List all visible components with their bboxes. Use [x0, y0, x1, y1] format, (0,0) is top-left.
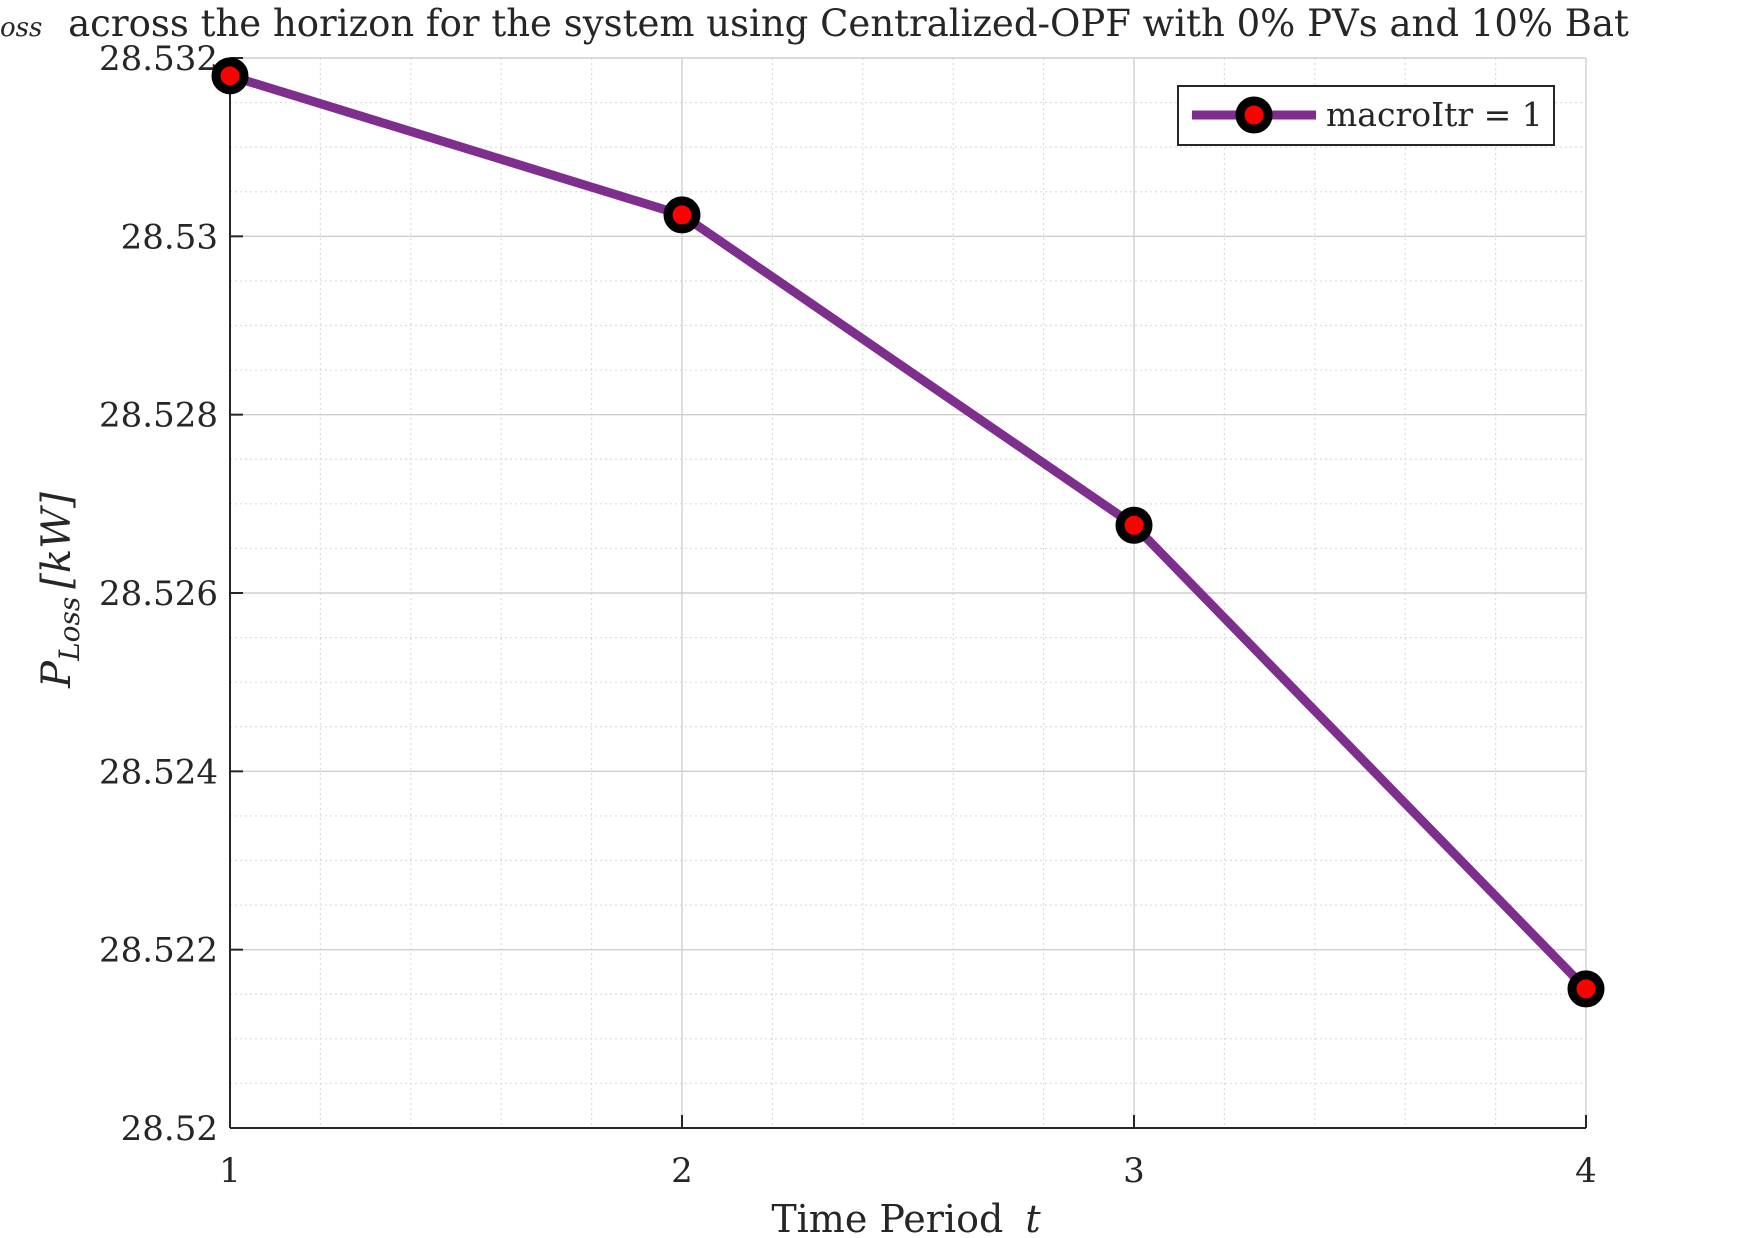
series-line	[225, 71, 1591, 994]
y-tick-label: 28.532	[99, 39, 218, 79]
title-text: across the horizon for the system using …	[68, 2, 1629, 45]
x-axis-label-variable: t	[1025, 1197, 1041, 1238]
series-layer	[211, 57, 1605, 1008]
legend-marker-sample	[1235, 96, 1273, 134]
x-axis-label: Time Period t	[771, 1197, 1041, 1238]
data-point	[1115, 506, 1153, 544]
tick-marks	[229, 57, 1587, 1129]
legend: macroItr = 1	[1177, 85, 1555, 146]
x-tick-label: 1	[219, 1151, 241, 1191]
data-point	[663, 196, 701, 234]
major-grid	[229, 57, 1587, 1129]
y-tick-label: 28.53	[121, 217, 218, 257]
y-tick-label: 28.522	[99, 931, 218, 971]
y-tick-label: 28.52	[121, 1109, 218, 1149]
x-tick-label: 4	[1575, 1151, 1597, 1191]
chart-title: oss across the horizon for the system us…	[0, 2, 1629, 45]
y-axis-label: PLoss [kW]	[34, 492, 86, 689]
data-point	[211, 57, 249, 95]
x-tick-label: 3	[1123, 1151, 1145, 1191]
y-tick-label: 28.526	[99, 574, 218, 614]
x-axis-label-text: Time Period	[771, 1197, 1003, 1238]
y-tick-label: 28.528	[99, 396, 218, 436]
title-subscript-fragment: oss	[0, 13, 42, 43]
y-axis-label-unit: [kW]	[34, 492, 80, 589]
y-axis-label-symbol: P	[34, 660, 80, 689]
tick-labels: 1 2 3 4 28.52 28.522 28.524 28.526 28.528 28.53 28…	[99, 39, 1597, 1191]
y-axis-label-subscript: Loss	[53, 597, 86, 662]
legend-entry-label: macroItr = 1	[1326, 95, 1543, 134]
y-tick-label: 28.524	[99, 752, 218, 792]
x-tick-label: 2	[671, 1151, 693, 1191]
data-point	[1567, 970, 1605, 1008]
